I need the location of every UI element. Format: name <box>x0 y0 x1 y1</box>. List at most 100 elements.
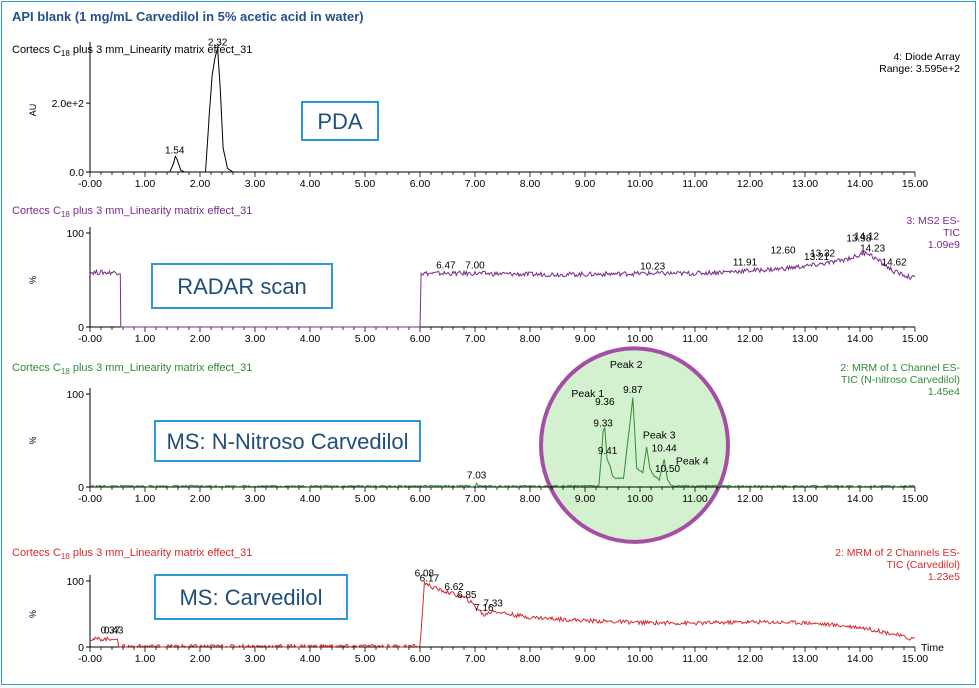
y-tick-label: 0.0 <box>69 167 84 179</box>
peak-name: Peak 2 <box>610 359 643 371</box>
x-tick-label: 14.00 <box>847 178 873 190</box>
x-tick-label: 1.00 <box>135 178 156 190</box>
channel-box-label: MS: N-Nitroso Carvedilol <box>166 429 408 454</box>
method-header: Cortecs C18 plus 3 mm_Linearity matrix e… <box>12 205 252 219</box>
peak-label: 9.36 <box>595 397 615 408</box>
peak-label: 13.98 <box>846 233 871 244</box>
peak-label: 0.43 <box>104 625 124 636</box>
x-tick-label: 7.00 <box>465 493 486 505</box>
channel-info-line: 4: Diode Array <box>893 51 960 63</box>
x-tick-label: 10.00 <box>627 178 653 190</box>
x-tick-label: 10.00 <box>627 333 653 345</box>
x-tick-label: 11.00 <box>682 178 708 190</box>
x-tick-label: 4.00 <box>300 653 321 665</box>
x-tick-label: 12.00 <box>737 178 763 190</box>
x-tick-label: 2.00 <box>190 493 211 505</box>
channel-info-line: 1.45e4 <box>928 386 960 398</box>
y-tick-label: 2.0e+2 <box>52 98 85 110</box>
peak-label: 9.33 <box>593 418 613 429</box>
x-tick-label: 2.00 <box>190 653 211 665</box>
peak-label: 6.17 <box>420 573 440 584</box>
peak-label: 9.41 <box>598 446 618 457</box>
peak-label: 14.62 <box>882 258 907 269</box>
chromatogram-panel-4: Cortecs C18 plus 3 mm_Linearity matrix e… <box>12 547 960 665</box>
peak-label: 1.54 <box>165 146 185 157</box>
x-tick-label: 7.00 <box>465 653 486 665</box>
x-tick-label: 15.00 <box>902 653 928 665</box>
x-tick-label: 13.00 <box>792 493 818 505</box>
peak-label: 2.32 <box>208 37 228 48</box>
channel-info-line: Range: 3.595e+2 <box>879 63 960 75</box>
peak-label: 11.91 <box>733 258 758 269</box>
x-tick-label: 6.00 <box>410 653 431 665</box>
peak-label: 13.32 <box>810 248 835 259</box>
x-tick-label: 3.00 <box>245 493 266 505</box>
y-tick-label: 100 <box>66 576 84 588</box>
x-tick-label: 3.00 <box>245 333 266 345</box>
channel-box-label: RADAR scan <box>177 274 307 299</box>
peak-label: 6.47 <box>436 261 456 272</box>
peak-label: 7.03 <box>467 470 487 481</box>
x-tick-label: 1.00 <box>135 333 156 345</box>
x-tick-label: 10.00 <box>627 653 653 665</box>
peak-label: 7.33 <box>483 598 503 609</box>
peak-label: 7.00 <box>465 261 485 272</box>
peak-name: Peak 3 <box>643 430 676 442</box>
method-header: Cortecs C18 plus 3 mm_Linearity matrix e… <box>12 44 252 58</box>
y-tick-label: 0 <box>78 642 84 654</box>
series-trace <box>89 397 916 488</box>
peak-label: 7.16 <box>474 603 494 614</box>
x-tick-label: 1.00 <box>135 653 156 665</box>
x-tick-label: 15.00 <box>902 178 928 190</box>
x-tick-label: 5.00 <box>355 333 376 345</box>
channel-info-line: 1.23e5 <box>928 571 960 583</box>
x-tick-label: -0.00 <box>78 178 102 190</box>
peak-label: 13.21 <box>804 252 829 263</box>
peak-label: 6.08 <box>415 569 435 580</box>
x-tick-label: 4.00 <box>300 493 321 505</box>
peak-name: Peak 1 <box>571 388 604 400</box>
peak-label: 14.12 <box>854 231 879 242</box>
x-tick-label: 4.00 <box>300 333 321 345</box>
channel-box <box>151 263 333 309</box>
y-axis-label: % <box>28 276 38 284</box>
channel-box <box>154 420 421 462</box>
x-tick-label: 5.00 <box>355 653 376 665</box>
x-tick-label: 3.00 <box>245 653 266 665</box>
y-tick-label: 0 <box>78 322 84 334</box>
channel-info-line: TIC <box>943 227 960 239</box>
highlight-ellipse <box>539 346 730 544</box>
x-tick-label: 8.00 <box>520 653 541 665</box>
x-tick-label: 5.00 <box>355 493 376 505</box>
channel-info-line: 2: MRM of 1 Channel ES- <box>840 362 960 374</box>
channel-box-label: MS: Carvedilol <box>179 585 322 610</box>
x-tick-label: -0.00 <box>78 493 102 505</box>
x-tick-label: 12.00 <box>737 653 763 665</box>
x-tick-label: 13.00 <box>792 333 818 345</box>
x-tick-label: 5.00 <box>355 178 376 190</box>
x-tick-label: 2.00 <box>190 178 211 190</box>
chromatogram-panel-2: Cortecs C18 plus 3 mm_Linearity matrix e… <box>12 205 961 345</box>
peak-label: 10.23 <box>640 261 665 272</box>
x-tick-label: -0.00 <box>78 333 102 345</box>
x-tick-label: 11.00 <box>682 653 708 665</box>
series-trace <box>89 250 916 328</box>
peak-label: 6.62 <box>444 582 464 593</box>
x-tick-label: 6.00 <box>410 493 431 505</box>
figure-title: API blank (1 mg/mL Carvedilol in 5% acet… <box>12 9 364 24</box>
x-tick-label: 9.00 <box>575 493 596 505</box>
x-tick-label: 12.00 <box>737 493 763 505</box>
method-header: Cortecs C18 plus 3 mm_Linearity matrix e… <box>12 547 252 561</box>
x-tick-label: 6.00 <box>410 178 431 190</box>
x-tick-label: -0.00 <box>78 653 102 665</box>
peak-label: 0.37 <box>101 625 121 636</box>
channel-info-line: TIC (Carvedilol) <box>886 559 960 571</box>
x-tick-label: 13.00 <box>792 178 818 190</box>
x-tick-label: 15.00 <box>902 333 928 345</box>
channel-info-line: 1.09e9 <box>928 239 960 251</box>
x-tick-label: 3.00 <box>245 178 266 190</box>
chromatogram-panel-3: Cortecs C18 plus 3 mm_Linearity matrix e… <box>12 346 960 544</box>
x-tick-label: 2.00 <box>190 333 211 345</box>
y-axis-label: % <box>28 436 38 444</box>
